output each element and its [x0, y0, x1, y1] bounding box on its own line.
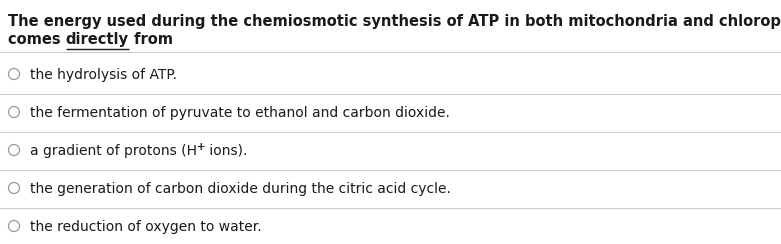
Text: ions).: ions). — [205, 144, 248, 158]
Text: the fermentation of pyruvate to ethanol and carbon dioxide.: the fermentation of pyruvate to ethanol … — [30, 106, 450, 120]
Text: the generation of carbon dioxide during the citric acid cycle.: the generation of carbon dioxide during … — [30, 182, 451, 196]
Text: +: + — [197, 142, 205, 152]
Text: the hydrolysis of ATP.: the hydrolysis of ATP. — [30, 68, 177, 82]
Text: a gradient of protons (H: a gradient of protons (H — [30, 144, 197, 158]
Text: the reduction of oxygen to water.: the reduction of oxygen to water. — [30, 220, 262, 234]
Text: comes: comes — [8, 32, 66, 47]
Text: from: from — [129, 32, 173, 47]
Text: The energy used during the chemiosmotic synthesis of ATP in both mitochondria an: The energy used during the chemiosmotic … — [8, 14, 781, 29]
Text: directly: directly — [66, 32, 129, 47]
Text: +: + — [197, 142, 205, 152]
